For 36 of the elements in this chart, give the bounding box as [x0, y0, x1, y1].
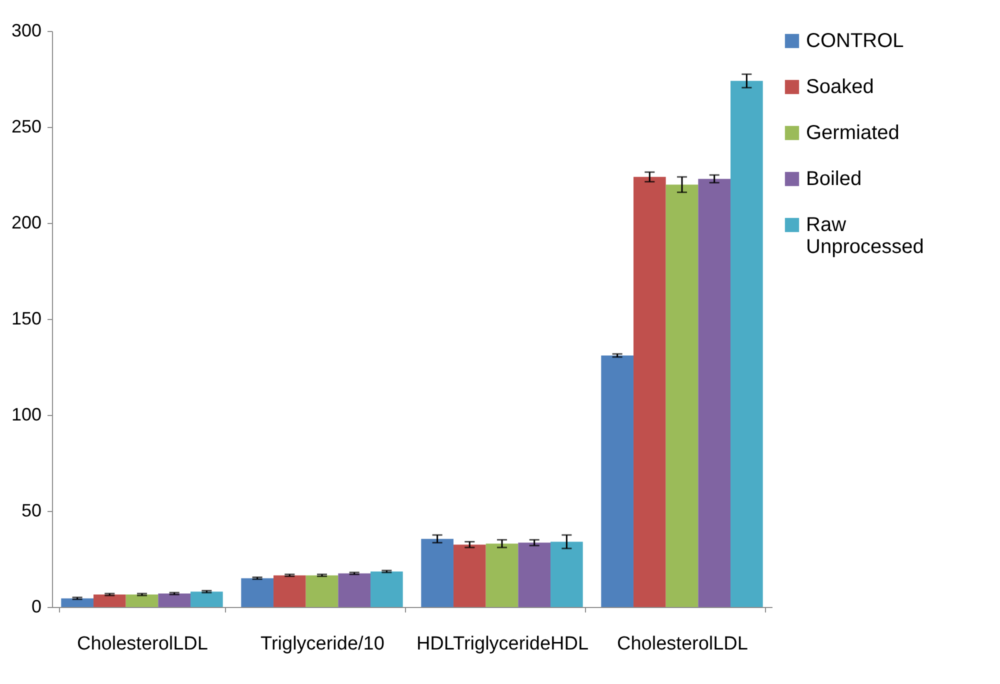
y-tick-label: 300 — [11, 20, 42, 40]
bar — [338, 573, 371, 607]
bar — [453, 544, 486, 607]
bar — [421, 538, 454, 607]
legend-label: Germiated — [806, 122, 900, 144]
bar — [306, 575, 338, 607]
y-tick-label: 50 — [21, 500, 42, 520]
y-tick-label: 0 — [31, 596, 42, 616]
legend-label: Soaked — [806, 76, 874, 98]
bar — [158, 594, 191, 607]
y-tick-label: 250 — [11, 116, 42, 136]
x-tick-label: CholesterolLDL — [77, 634, 208, 654]
bar — [93, 594, 126, 607]
bar — [633, 176, 666, 607]
bar — [486, 544, 518, 607]
bar — [370, 571, 403, 607]
x-tick-label: Triglyceride/10 — [260, 634, 384, 654]
bar — [190, 592, 223, 607]
bar — [241, 578, 274, 607]
bar — [730, 80, 763, 607]
bar — [273, 575, 306, 607]
y-tick-label: 150 — [11, 308, 42, 328]
legend-label: Raw Unprocessed — [806, 214, 924, 258]
y-tick-label: 100 — [11, 404, 42, 424]
bar — [698, 178, 731, 607]
bar — [518, 542, 551, 607]
bar — [126, 594, 158, 607]
bar — [666, 184, 698, 607]
bar — [601, 355, 634, 607]
y-tick-label: 200 — [11, 212, 42, 232]
legend-label: Boiled — [806, 168, 862, 190]
bar — [550, 542, 583, 607]
bar — [61, 598, 94, 607]
x-tick-label: HDLTriglycerideHDL — [416, 634, 589, 654]
x-tick-label: CholesterolLDL — [617, 634, 748, 654]
legend-label: CONTROL — [806, 30, 904, 52]
